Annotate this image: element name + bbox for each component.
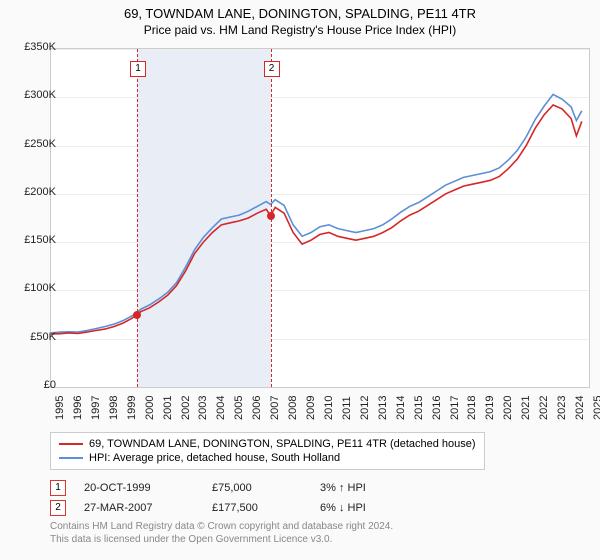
x-axis-label: 2022 (538, 396, 550, 420)
plot-area: 12 (50, 48, 590, 388)
x-axis-label: 2011 (341, 396, 353, 420)
x-axis-label: 2003 (197, 396, 209, 420)
x-axis-label: 1995 (54, 396, 66, 420)
legend-label-price: 69, TOWNDAM LANE, DONINGTON, SPALDING, P… (89, 438, 476, 450)
event-marker-2: 2 (264, 61, 280, 77)
x-axis-label: 2000 (144, 396, 156, 420)
x-axis-label: 2006 (251, 396, 263, 420)
sale-date: 20-OCT-1999 (84, 482, 194, 494)
x-axis-label: 2005 (233, 396, 245, 420)
sale-dot-2 (267, 212, 275, 220)
legend: 69, TOWNDAM LANE, DONINGTON, SPALDING, P… (50, 432, 485, 470)
footnote-line2: This data is licensed under the Open Gov… (50, 533, 393, 546)
sales-row: 2 27-MAR-2007 £177,500 6% ↓ HPI (50, 498, 410, 518)
x-axis-label: 2018 (466, 396, 478, 420)
footnote: Contains HM Land Registry data © Crown c… (50, 520, 393, 546)
x-axis-label: 2004 (215, 396, 227, 420)
x-axis-label: 2024 (574, 396, 586, 420)
sale-pct: 3% ↑ HPI (320, 482, 410, 494)
chart-container: 69, TOWNDAM LANE, DONINGTON, SPALDING, P… (0, 0, 600, 560)
y-axis-label: £50K (8, 331, 56, 343)
y-axis-label: £200K (8, 186, 56, 198)
x-axis-label: 2008 (287, 396, 299, 420)
event-marker-1: 1 (130, 61, 146, 77)
y-axis-label: £250K (8, 138, 56, 150)
x-axis-label: 2019 (484, 396, 496, 420)
series-hpi (51, 94, 582, 333)
y-axis-label: £100K (8, 282, 56, 294)
chart-title: 69, TOWNDAM LANE, DONINGTON, SPALDING, P… (0, 0, 600, 21)
x-axis-label: 2014 (395, 396, 407, 420)
y-axis-label: £0 (8, 379, 56, 391)
x-axis-label: 1998 (108, 396, 120, 420)
y-axis-label: £350K (8, 41, 56, 53)
x-axis-label: 2001 (162, 396, 174, 420)
x-axis-label: 2009 (305, 396, 317, 420)
sale-price: £75,000 (212, 482, 302, 494)
sale-dot-1 (133, 311, 141, 319)
sales-table: 1 20-OCT-1999 £75,000 3% ↑ HPI 2 27-MAR-… (50, 478, 410, 518)
x-axis-label: 2002 (180, 396, 192, 420)
x-axis-label: 2015 (413, 396, 425, 420)
sale-pct: 6% ↓ HPI (320, 502, 410, 514)
series-price_paid (51, 105, 582, 334)
chart-subtitle: Price paid vs. HM Land Registry's House … (0, 21, 600, 37)
x-axis-label: 2013 (377, 396, 389, 420)
x-axis-label: 2007 (269, 396, 281, 420)
x-axis-label: 1996 (72, 396, 84, 420)
x-axis-label: 2010 (323, 396, 335, 420)
x-axis-label: 2023 (556, 396, 568, 420)
sale-marker-2: 2 (50, 500, 66, 516)
x-axis-label: 2020 (502, 396, 514, 420)
y-axis-label: £150K (8, 234, 56, 246)
x-axis-label: 1997 (90, 396, 102, 420)
legend-swatch-hpi (59, 457, 83, 459)
sales-row: 1 20-OCT-1999 £75,000 3% ↑ HPI (50, 478, 410, 498)
sale-marker-1: 1 (50, 480, 66, 496)
sale-date: 27-MAR-2007 (84, 502, 194, 514)
legend-row: 69, TOWNDAM LANE, DONINGTON, SPALDING, P… (59, 437, 476, 451)
legend-swatch-price (59, 443, 83, 445)
x-axis-label: 2012 (359, 396, 371, 420)
x-axis-label: 2016 (431, 396, 443, 420)
x-axis-label: 2021 (520, 396, 532, 420)
line-svg (51, 49, 589, 387)
legend-label-hpi: HPI: Average price, detached house, Sout… (89, 452, 340, 464)
y-axis-label: £300K (8, 89, 56, 101)
x-axis-label: 2017 (449, 396, 461, 420)
footnote-line1: Contains HM Land Registry data © Crown c… (50, 520, 393, 533)
legend-row: HPI: Average price, detached house, Sout… (59, 451, 476, 465)
x-axis-label: 2025 (592, 396, 600, 420)
sale-price: £177,500 (212, 502, 302, 514)
x-axis-label: 1999 (126, 396, 138, 420)
